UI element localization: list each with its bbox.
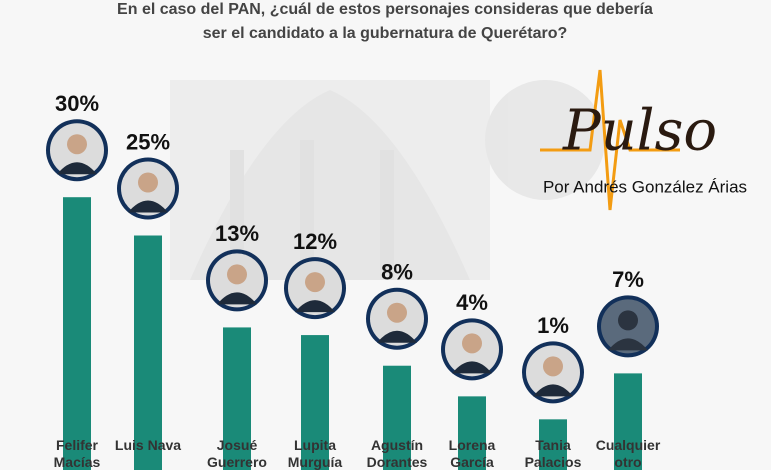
avatar-head [387, 302, 407, 323]
avatar [522, 341, 584, 404]
avatar-head [138, 172, 158, 193]
bar [383, 365, 411, 470]
bar [63, 197, 91, 470]
avatar-body [217, 292, 257, 305]
avatar-head [462, 333, 482, 354]
avatar [46, 119, 108, 182]
avatar-head [227, 264, 247, 285]
category-label: Luis Nava [114, 437, 182, 453]
avatar-head [305, 272, 325, 293]
title-line: En el caso del PAN, ¿cuál de estos perso… [117, 1, 653, 18]
avatar [206, 249, 268, 312]
avatar [117, 157, 179, 220]
logo-text: Pulso [562, 99, 717, 164]
value-label: 7% [612, 267, 644, 292]
category-label: Felifer Macías [53, 437, 101, 470]
value-label: 4% [456, 290, 488, 315]
avatar [597, 295, 659, 358]
avatar-body [452, 361, 492, 374]
avatar-body [377, 330, 417, 343]
value-label: 13% [215, 221, 259, 246]
bar [458, 396, 486, 470]
avatar-head [67, 134, 87, 155]
background-photo [170, 80, 605, 280]
bar [301, 335, 329, 470]
avatar [441, 318, 503, 381]
category-label: Josué Guerrero [207, 437, 267, 470]
value-label: 25% [126, 129, 170, 154]
avatar-body [57, 162, 97, 175]
category-label: Tania Palacios [524, 437, 582, 470]
title-line: ser el candidato a la gubernatura de Que… [203, 25, 568, 42]
category-label: Lorena García [448, 437, 496, 470]
avatar [366, 287, 428, 350]
avatar-body [533, 384, 573, 397]
avatar-head [543, 356, 563, 377]
avatar-body [128, 200, 168, 213]
category-label: Lupita Murguía [287, 437, 343, 470]
avatar-body [608, 338, 648, 351]
avatar [284, 257, 346, 320]
value-label: 8% [381, 260, 413, 285]
value-label: 1% [537, 313, 569, 338]
value-label: 12% [293, 229, 337, 254]
watermark-logo: Pulso Por Andrés González Árias [540, 69, 747, 211]
bar [614, 373, 642, 470]
category-label: Agustín Dorantes [366, 437, 428, 470]
avatar-head [618, 310, 638, 331]
avatar-body [295, 300, 335, 313]
category-label: Cualquier otro [595, 437, 661, 470]
logo-subtitle: Por Andrés González Árias [543, 177, 747, 196]
bar [223, 327, 251, 470]
value-label: 30% [55, 91, 99, 116]
bar [539, 419, 567, 470]
bar [134, 235, 162, 470]
